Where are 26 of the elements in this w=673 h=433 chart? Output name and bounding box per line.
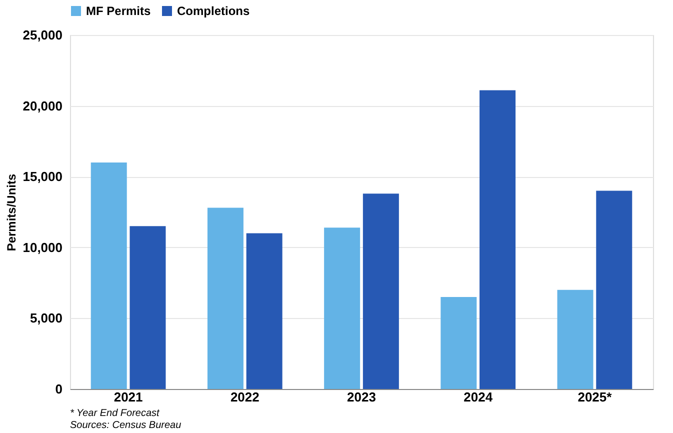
y-tick-label: 20,000 bbox=[22, 98, 62, 114]
bar bbox=[130, 226, 166, 389]
bar bbox=[246, 233, 282, 389]
y-tick-label: 5,000 bbox=[30, 310, 62, 326]
bar bbox=[362, 194, 399, 389]
text: * Year End Forecast bbox=[70, 408, 161, 419]
x-tick-label: 2021 bbox=[114, 390, 143, 404]
x-tick-label: 2025* bbox=[578, 390, 613, 404]
bar bbox=[480, 90, 516, 389]
bar bbox=[596, 190, 632, 389]
bar bbox=[90, 162, 127, 389]
bar bbox=[324, 228, 360, 389]
y-tick-label: 10,000 bbox=[22, 240, 62, 255]
x-tick-label: 2024 bbox=[464, 390, 494, 404]
x-tick-label: 2023 bbox=[347, 390, 376, 404]
y-tick-label: 0 bbox=[55, 382, 62, 396]
bar bbox=[557, 290, 594, 389]
x-tick-label: 2022 bbox=[230, 390, 260, 404]
legend-label: Completions bbox=[177, 4, 250, 18]
source-note: Sources: Census Bureau bbox=[70, 420, 182, 431]
y-tick-label: 15,000 bbox=[22, 169, 62, 184]
y-tick-label: 25,000 bbox=[22, 28, 62, 42]
legend-label: MF Permits bbox=[86, 4, 152, 18]
bar bbox=[440, 296, 477, 389]
bar bbox=[207, 208, 244, 389]
y-axis-title: Permits/Units bbox=[4, 174, 19, 252]
